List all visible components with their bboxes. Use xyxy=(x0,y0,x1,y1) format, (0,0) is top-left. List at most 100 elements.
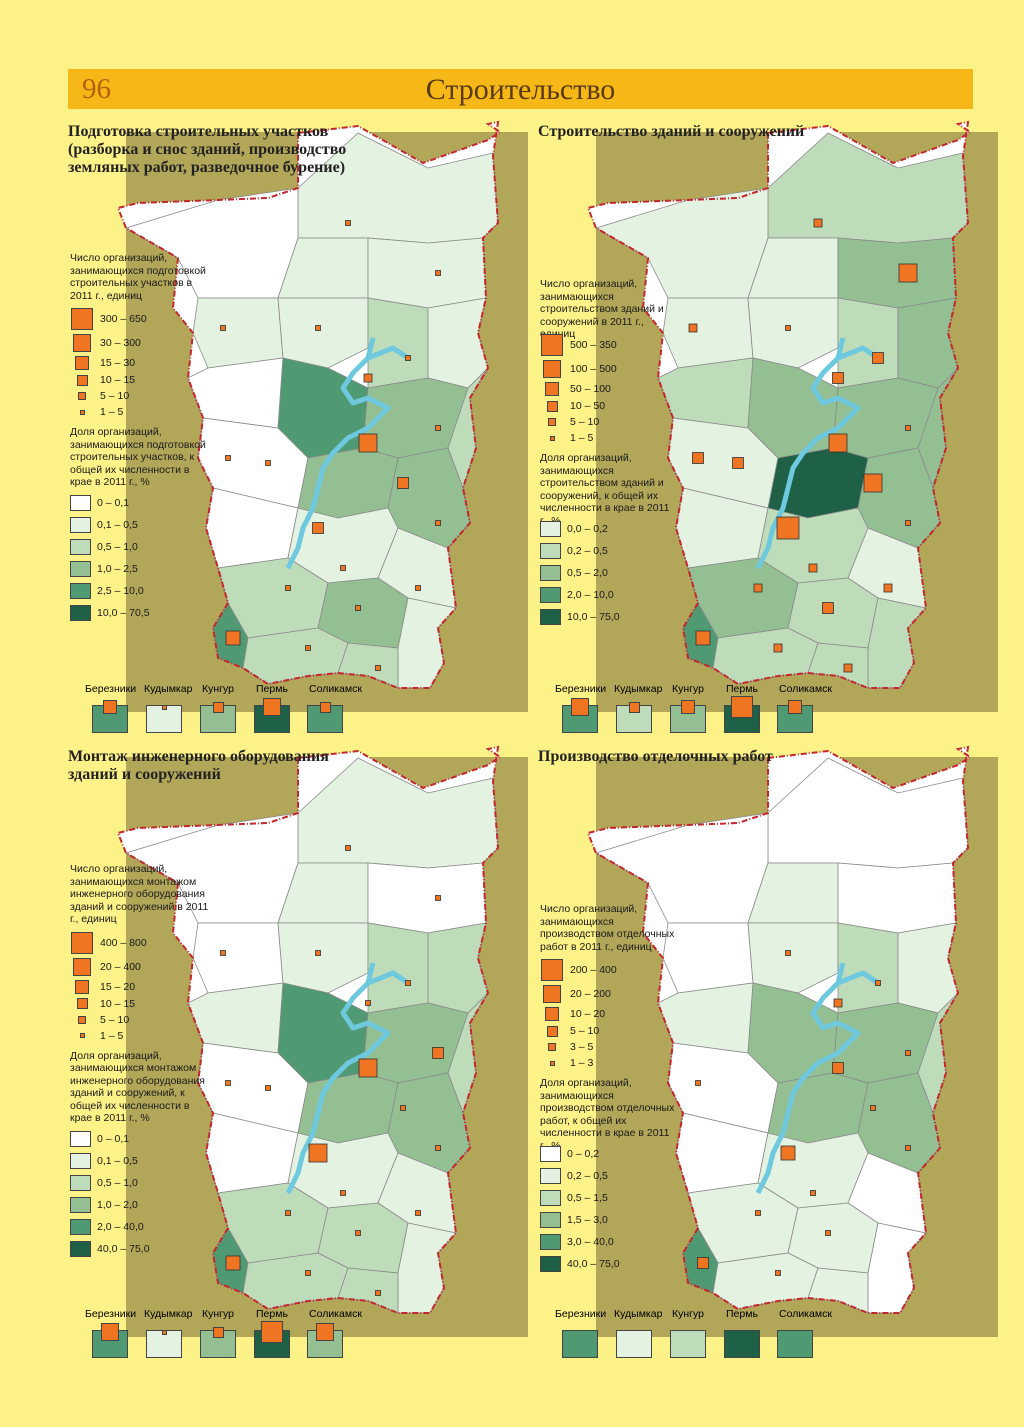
city-label: Кунгур xyxy=(672,1308,704,1320)
map-panel-1: Подготовка строительных участков (разбор… xyxy=(68,120,528,733)
size-legend-square xyxy=(541,334,563,356)
district-marker-14 xyxy=(225,1255,241,1271)
district-4 xyxy=(837,862,957,934)
district-marker-5 xyxy=(875,980,881,986)
color-legend-item: 0,2 – 0,5 xyxy=(540,542,608,559)
size-legend-item: 1 – 5 xyxy=(540,432,593,444)
district-24 xyxy=(807,1267,869,1314)
size-legend-label: 1 – 5 xyxy=(100,406,124,418)
city-marker xyxy=(161,704,167,710)
district-6 xyxy=(277,922,369,994)
district-marker-6 xyxy=(365,1000,371,1006)
city-label: Пермь xyxy=(256,1308,288,1320)
color-legend-title: Доля организаций, занимающихся производс… xyxy=(540,1077,675,1152)
city-color-box xyxy=(777,1330,813,1358)
color-legend-label: 0,5 – 2,0 xyxy=(567,566,608,579)
size-legend-square xyxy=(549,1060,555,1066)
color-legend-swatch xyxy=(540,1233,561,1250)
color-legend-item: 40,0 – 75,0 xyxy=(70,1240,150,1257)
district-marker-16 xyxy=(375,665,381,671)
color-legend-item: 0,5 – 1,0 xyxy=(70,1174,138,1191)
panel-title: Монтаж инженерного оборудования зданий и… xyxy=(68,748,329,783)
district-marker-18 xyxy=(340,565,346,571)
color-legend-swatch xyxy=(540,1189,561,1206)
district-marker-7 xyxy=(828,433,848,453)
district-marker-12 xyxy=(755,1210,761,1216)
size-legend-square xyxy=(73,957,91,976)
district-marker-6 xyxy=(833,998,843,1008)
district-23 xyxy=(242,627,349,685)
color-legend-item: 10,0 – 70,5 xyxy=(70,604,150,621)
page-header: 96 Строительство xyxy=(68,69,973,109)
color-legend-swatch xyxy=(70,604,91,621)
city-label: Кудымкар xyxy=(144,683,193,695)
color-legend-label: 0,5 – 1,5 xyxy=(567,1191,608,1204)
district-marker-8 xyxy=(397,477,409,489)
city-color-box xyxy=(670,1330,706,1358)
size-legend-label: 20 – 400 xyxy=(100,960,141,973)
color-legend-item: 0,5 – 1,5 xyxy=(540,1189,608,1206)
size-legend-label: 15 – 30 xyxy=(100,357,136,369)
size-legend-item: 1 – 3 xyxy=(540,1057,593,1069)
color-legend-swatch xyxy=(540,564,561,581)
size-legend-item: 100 – 500 xyxy=(540,360,617,378)
district-marker-7 xyxy=(832,1062,844,1074)
district-marker-20 xyxy=(883,583,893,593)
color-legend-swatch xyxy=(70,1174,91,1191)
district-marker-13 xyxy=(355,605,361,611)
district-8 xyxy=(427,922,489,1014)
city-label: Кунгур xyxy=(202,683,234,695)
panel-title: Подготовка строительных участков (разбор… xyxy=(68,123,347,176)
district-5 xyxy=(192,297,284,369)
size-legend-square xyxy=(546,1025,558,1037)
size-legend-item: 50 – 100 xyxy=(540,382,611,396)
district-marker-9 xyxy=(312,522,324,534)
color-legend-swatch xyxy=(540,1145,561,1162)
size-legend-item: 15 – 30 xyxy=(70,356,135,370)
city-label: Кудымкар xyxy=(614,1308,663,1320)
city-label: Кунгур xyxy=(202,1308,234,1320)
size-legend-label: 400 – 800 xyxy=(100,936,147,949)
color-legend-item: 3,0 – 40,0 xyxy=(540,1233,614,1250)
district-marker-10 xyxy=(225,1080,231,1086)
district-marker-19 xyxy=(265,1085,271,1091)
color-legend-item: 0 – 0,1 xyxy=(70,494,129,511)
color-legend-item: 2,5 – 10,0 xyxy=(70,582,144,599)
district-marker-12 xyxy=(285,1210,291,1216)
district-7 xyxy=(367,922,429,1014)
size-legend-square xyxy=(78,392,86,400)
region-map xyxy=(586,120,972,689)
color-legend-item: 1,5 – 3,0 xyxy=(540,1211,608,1228)
district-marker-2 xyxy=(898,263,918,283)
color-legend-label: 40,0 – 75,0 xyxy=(97,1242,150,1255)
size-legend-square xyxy=(79,409,85,415)
district-7 xyxy=(367,297,429,389)
district-7 xyxy=(837,297,899,389)
river-kama xyxy=(755,962,880,1195)
size-legend-item: 5 – 10 xyxy=(70,390,129,402)
color-legend-label: 0 – 0,2 xyxy=(567,1147,600,1160)
district-marker-20 xyxy=(415,1210,421,1216)
size-legend-square xyxy=(78,1015,86,1024)
size-legend-title: Число организаций, занимающихся строител… xyxy=(540,278,664,340)
color-legend-item: 0,5 – 2,0 xyxy=(540,564,608,581)
district-marker-9 xyxy=(308,1143,328,1163)
size-legend-item: 20 – 400 xyxy=(70,957,141,976)
district-marker-4 xyxy=(315,325,321,331)
size-legend-label: 100 – 500 xyxy=(570,363,617,375)
color-legend-swatch xyxy=(70,1152,91,1169)
city-marker xyxy=(212,1326,224,1338)
size-legend-square xyxy=(545,1007,559,1021)
city-marker xyxy=(681,700,695,714)
district-marker-11 xyxy=(905,520,911,526)
district-marker-17 xyxy=(905,425,911,431)
color-legend-label: 0,2 – 0,5 xyxy=(567,544,608,557)
city-label: Соликамск xyxy=(779,1308,832,1320)
size-legend-label: 3 – 5 xyxy=(570,1041,594,1053)
district-8 xyxy=(897,297,959,389)
district-marker-5 xyxy=(405,355,411,361)
city-label: Пермь xyxy=(726,683,758,695)
color-legend-item: 0,2 – 0,5 xyxy=(540,1167,608,1184)
district-4 xyxy=(837,237,957,309)
city-label: Соликамск xyxy=(779,683,832,695)
